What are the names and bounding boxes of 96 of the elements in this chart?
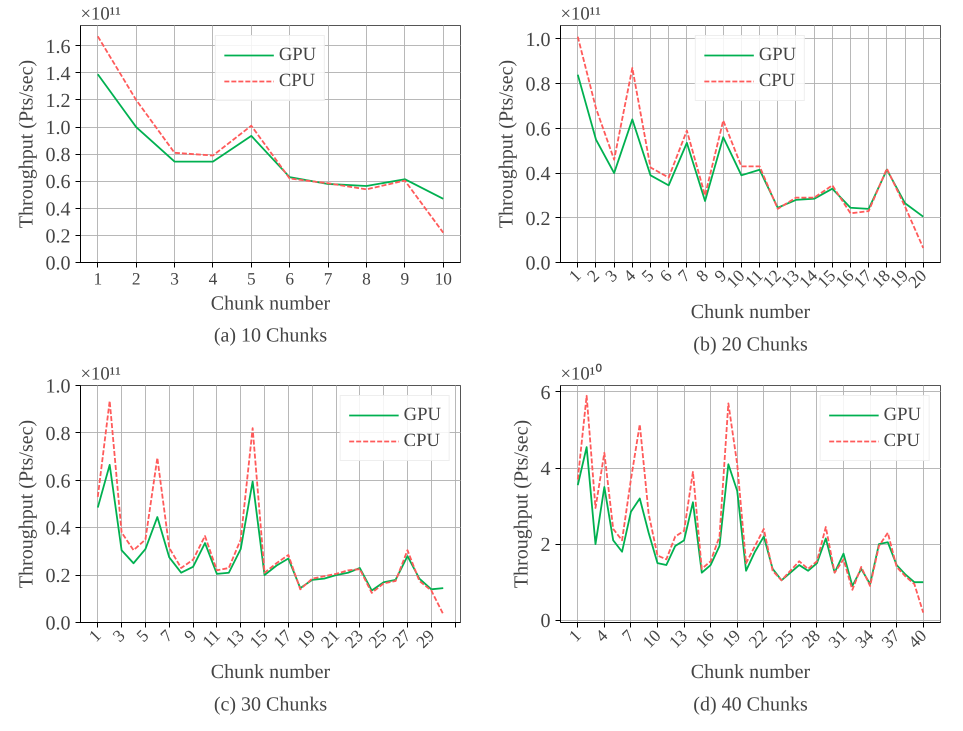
x-tick-label: 8: [692, 266, 712, 286]
text: ×10¹¹: [560, 4, 601, 24]
x-tick-label: 3: [170, 270, 179, 288]
y-tick-label: 1.2: [46, 90, 70, 112]
x-tick-label: 17: [270, 626, 296, 652]
y-axis-title: Throughput (Pts/sec): [16, 60, 38, 228]
legend-label: CPU: [278, 70, 316, 92]
x-tick-label: 7: [618, 626, 638, 646]
x-tick-label: 10: [434, 270, 452, 288]
y-tick-label: 1.0: [46, 117, 70, 140]
y-tick-label: 0.4: [46, 518, 70, 540]
x-tick-label: 4: [592, 626, 612, 646]
x-tick-label: 22: [745, 626, 771, 652]
x-tick-label: 29: [412, 626, 438, 652]
y-tick-label: 1.4: [46, 62, 70, 85]
x-axis-title: Chunk number: [690, 661, 811, 684]
x-axis-title: Chunk number: [210, 292, 331, 314]
x-tick-label: 15: [246, 626, 272, 652]
x-tick-label: 21: [317, 626, 344, 652]
y-tick-label: 0.4: [526, 163, 550, 186]
y-axis-title: Throughput (Pts/sec): [510, 420, 532, 588]
y-tick-label: 0.8: [526, 74, 550, 96]
legend-label: CPU: [404, 430, 440, 452]
x-tick-label: 5: [246, 270, 256, 288]
x-tick-label: 13: [665, 626, 692, 652]
legend-label: GPU: [884, 404, 921, 426]
legend-label: GPU: [758, 44, 796, 66]
x-tick-label: 8: [362, 270, 371, 288]
x-tick-label: 5: [638, 266, 658, 286]
y-tick-label: 0.2: [46, 225, 70, 248]
y-tick-label: 1.0: [46, 376, 70, 398]
y-tick-label: 0.0: [526, 252, 550, 274]
x-tick-label: 6: [656, 266, 676, 286]
x-tick-label: 19: [718, 626, 744, 652]
x-tick-label: 13: [222, 626, 248, 652]
y-axis-title: Throughput (Pts/sec): [16, 420, 38, 588]
legend-label: GPU: [404, 404, 441, 426]
y-axis-title: Throughput (Pts/sec): [496, 60, 518, 228]
x-tick-label: 1: [85, 626, 105, 646]
x-tick-label: 27: [388, 626, 415, 652]
y-tick-label: 0.2: [46, 565, 70, 588]
x-tick-label: 11: [198, 626, 224, 652]
text: ×10¹¹: [80, 364, 121, 384]
y-tick-label: 0: [540, 610, 550, 632]
y-tick-label: 2: [540, 534, 550, 556]
y-tick-label: 0.4: [46, 198, 70, 220]
x-tick-label: 31: [824, 626, 851, 652]
y-tick-label: 1.0: [526, 28, 550, 51]
y-tick-label: 0.2: [526, 208, 550, 230]
x-tick-label: 1: [93, 270, 102, 288]
x-tick-label: 9: [400, 270, 410, 288]
x-tick-label: 10: [638, 626, 665, 652]
text: (a) 10 Chunks: [214, 324, 328, 346]
x-tick-label: 1: [565, 266, 585, 286]
text: ×10¹⁰: [560, 364, 602, 384]
legend-label: CPU: [758, 70, 796, 92]
x-tick-label: 2: [132, 270, 140, 288]
x-axis-title: Chunk number: [690, 301, 811, 324]
text: ×10¹¹: [80, 4, 121, 24]
x-tick-label: 9: [180, 626, 200, 646]
y-tick-label: 0.6: [46, 171, 70, 194]
x-tick-label: 3: [109, 626, 129, 646]
x-tick-label: 1: [565, 626, 585, 646]
x-tick-label: 23: [341, 626, 367, 652]
text: (d) 40 Chunks: [693, 694, 808, 716]
x-tick-label: 7: [674, 266, 694, 286]
text: (c) 30 Chunks: [214, 694, 328, 716]
x-tick-label: 7: [156, 626, 177, 646]
x-tick-label: 4: [620, 266, 640, 286]
x-tick-label: 6: [285, 270, 294, 288]
x-axis-title: Chunk number: [210, 661, 331, 684]
y-tick-label: 1.6: [46, 36, 70, 58]
x-tick-label: 3: [602, 266, 622, 286]
x-tick-label: 2: [583, 266, 604, 286]
x-tick-label: 7: [324, 270, 333, 288]
x-tick-label: 19: [294, 626, 320, 652]
x-tick-label: 40: [904, 626, 930, 652]
x-tick-label: 25: [772, 626, 798, 652]
y-tick-label: 0.6: [526, 118, 550, 140]
y-tick-label: 0.6: [46, 470, 70, 492]
y-tick-label: 0.0: [46, 612, 70, 634]
x-tick-label: 25: [365, 626, 391, 652]
y-tick-label: 0.8: [46, 422, 70, 445]
text: (b) 20 Chunks: [693, 334, 808, 356]
legend-label: GPU: [278, 44, 316, 66]
x-tick-label: 5: [132, 626, 152, 646]
y-tick-label: 0.0: [46, 252, 70, 274]
y-tick-label: 6: [540, 382, 550, 404]
x-tick-label: 28: [798, 626, 824, 652]
y-tick-label: 0.8: [46, 144, 70, 166]
x-tick-label: 4: [208, 270, 218, 288]
x-tick-label: 34: [851, 626, 878, 652]
x-tick-label: 16: [692, 626, 718, 652]
y-tick-label: 4: [540, 458, 550, 480]
legend-label: CPU: [884, 430, 920, 452]
x-tick-label: 37: [878, 626, 904, 652]
